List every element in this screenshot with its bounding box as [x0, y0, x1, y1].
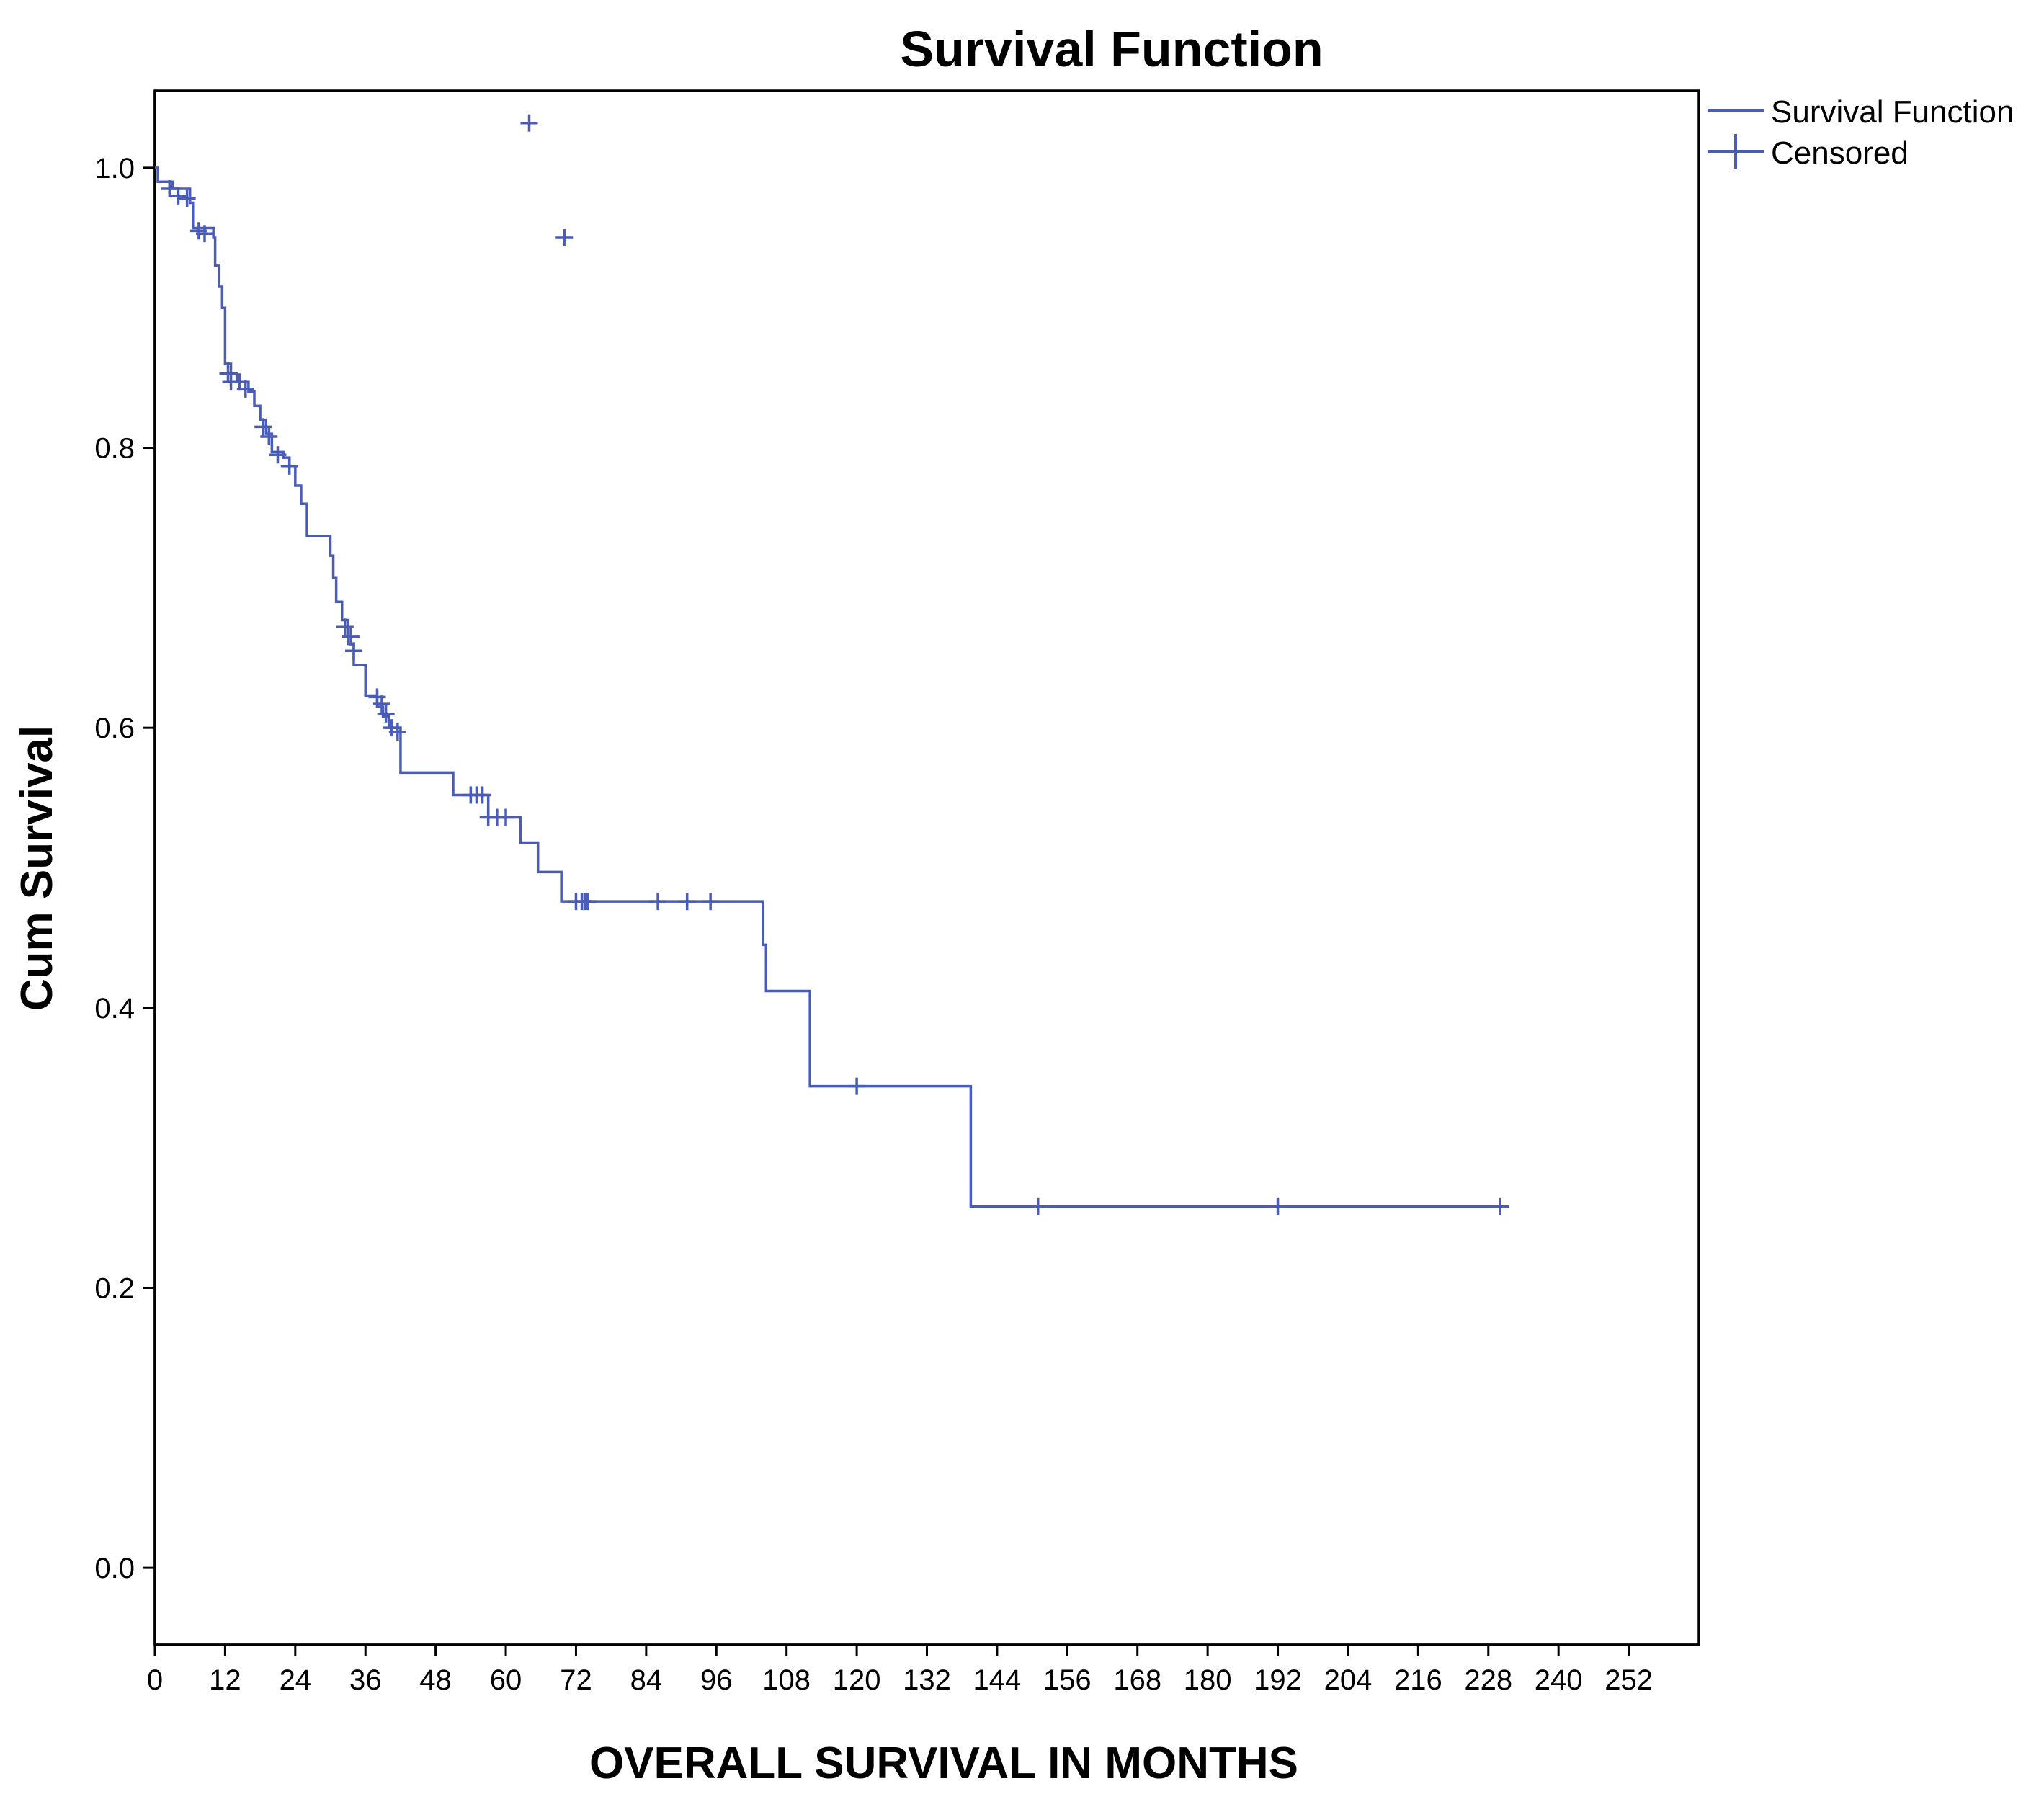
y-tick-label: 1.0 [94, 153, 135, 184]
censored-marker [1491, 1197, 1509, 1215]
censored-marker [195, 225, 213, 243]
censored-marker [497, 808, 515, 826]
censored-marker [336, 618, 354, 636]
censored-marker [377, 705, 395, 723]
x-tick-label: 84 [630, 1664, 663, 1696]
x-tick-label: 60 [490, 1664, 522, 1696]
censored-marker [254, 418, 272, 436]
x-tick-label: 0 [147, 1664, 163, 1696]
censored-marker [344, 642, 362, 660]
x-tick-label: 228 [1464, 1664, 1512, 1696]
x-tick-label: 216 [1394, 1664, 1442, 1696]
x-tick-label: 204 [1324, 1664, 1373, 1696]
censored-marker [372, 695, 390, 713]
chart-title: Survival Function [900, 21, 1323, 77]
censored-marker [579, 893, 597, 911]
censored-marker [388, 723, 406, 741]
survival-function-line [155, 166, 1501, 1208]
censored-marker [269, 446, 287, 464]
x-tick-label: 48 [419, 1664, 452, 1696]
censored-marker [520, 114, 538, 132]
censored-marker [280, 457, 298, 475]
legend: Survival Function Censored [1708, 94, 2014, 171]
y-tick-label: 0.2 [94, 1272, 135, 1304]
censored-marker [342, 628, 360, 646]
y-tick-label: 0.8 [94, 433, 135, 465]
censored-marker [678, 893, 696, 911]
y-tick-label: 0.6 [94, 713, 135, 744]
censored-marker [236, 380, 254, 398]
y-axis-ticks: 0.0 0.2 0.4 0.6 0.8 1.0 [94, 153, 155, 1584]
legend-survival-label: Survival Function [1771, 94, 2014, 130]
y-axis-label: Cum Survival [12, 726, 62, 1011]
y-tick-label: 0.0 [94, 1553, 135, 1584]
x-tick-label: 120 [833, 1664, 881, 1696]
x-tick-label: 156 [1043, 1664, 1092, 1696]
plot-frame [153, 89, 1700, 1646]
x-axis-label: OVERALL SURVIVAL IN MONTHS [589, 1739, 1298, 1788]
y-tick-label: 0.4 [94, 993, 135, 1025]
x-tick-label: 252 [1605, 1664, 1653, 1696]
x-tick-label: 108 [762, 1664, 811, 1696]
censored-marker [702, 893, 720, 911]
x-tick-label: 24 [280, 1664, 312, 1696]
x-tick-label: 192 [1254, 1664, 1302, 1696]
censored-marker [1269, 1197, 1287, 1215]
censored-marker [555, 229, 574, 247]
legend-censored-label: Censored [1771, 135, 1909, 171]
x-tick-label: 12 [209, 1664, 241, 1696]
censored-marker [260, 427, 278, 445]
x-tick-label: 96 [700, 1664, 733, 1696]
censored-marker [169, 187, 187, 205]
series-layer [155, 166, 1501, 1208]
x-tick-label: 168 [1113, 1664, 1161, 1696]
censored-marker [473, 786, 491, 804]
censored-marker [1029, 1197, 1047, 1215]
x-tick-label: 180 [1184, 1664, 1232, 1696]
x-tick-label: 132 [903, 1664, 951, 1696]
x-tick-label: 240 [1535, 1664, 1583, 1696]
censored-marker [649, 893, 667, 911]
censored-marker [161, 180, 179, 198]
censored-markers [161, 114, 1509, 1215]
censored-marker [219, 365, 237, 383]
censored-marker [178, 189, 196, 207]
x-tick-label: 36 [349, 1664, 382, 1696]
x-tick-label: 144 [973, 1664, 1022, 1696]
x-axis-ticks: 0 12 24 36 48 60 72 84 96 108 120 132 144 156 168 180 19… [147, 1645, 1653, 1696]
censored-marker [848, 1077, 866, 1095]
x-tick-label: 72 [560, 1664, 592, 1696]
